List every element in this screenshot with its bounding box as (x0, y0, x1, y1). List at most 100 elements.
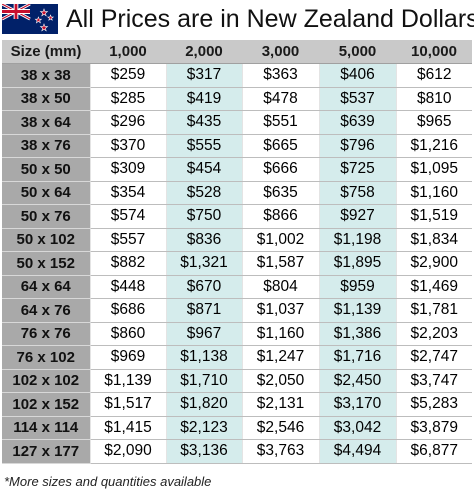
price-cell: $796 (318, 134, 396, 158)
footnote: *More sizes and quantities available (4, 474, 212, 489)
price-cell: $363 (241, 63, 319, 88)
price-cell: $3,747 (395, 369, 472, 393)
price-cell: $967 (165, 322, 242, 346)
size-label: 50 x 102 (2, 228, 90, 252)
page-title: All Prices are in New Zealand Dollars (66, 5, 474, 33)
price-cell: $2,747 (395, 345, 472, 370)
price-cell: $551 (241, 110, 319, 135)
table-row: 50 x 64 $354 $528 $635 $758 $1,160 (2, 181, 472, 205)
price-cell: $3,763 (241, 439, 319, 464)
price-cell: $285 (89, 87, 166, 111)
price-cell: $1,587 (241, 251, 319, 276)
price-cell: $969 (89, 345, 166, 370)
price-cell: $1,198 (318, 228, 396, 252)
price-cell: $528 (165, 181, 242, 205)
price-cell: $1,139 (89, 369, 166, 393)
price-cell: $448 (89, 275, 166, 299)
price-cell: $1,519 (395, 204, 472, 229)
price-cell: $1,781 (395, 298, 472, 323)
price-cell: $406 (318, 63, 396, 88)
price-cell: $1,002 (241, 228, 319, 252)
size-label: 127 x 177 (2, 439, 90, 464)
size-label: 38 x 64 (2, 110, 90, 135)
price-cell: $612 (395, 63, 472, 88)
price-cell: $2,203 (395, 322, 472, 346)
price-cell: $317 (165, 63, 242, 88)
price-cell: $836 (165, 228, 242, 252)
size-label: 102 x 102 (2, 369, 90, 393)
quantity-header: 1,000 (90, 40, 166, 64)
price-cell: $1,834 (395, 228, 472, 252)
price-cell: $2,900 (395, 251, 472, 276)
price-cell: $1,216 (395, 134, 472, 158)
price-cell: $3,170 (318, 392, 396, 417)
price-cell: $3,042 (318, 416, 396, 440)
price-cell: $1,710 (165, 369, 242, 393)
size-label: 76 x 102 (2, 345, 90, 370)
table-row: 38 x 64 $296 $435 $551 $639 $965 (2, 110, 472, 135)
price-cell: $2,546 (241, 416, 319, 440)
table-row: 64 x 64 $448 $670 $804 $959 $1,469 (2, 275, 472, 299)
price-cell: $537 (318, 87, 396, 111)
price-cell: $454 (165, 157, 242, 182)
price-cell: $1,415 (89, 416, 166, 440)
price-cell: $959 (318, 275, 396, 299)
price-cell: $296 (89, 110, 166, 135)
price-cell: $419 (165, 87, 242, 111)
price-cell: $665 (241, 134, 319, 158)
quantity-header: 5,000 (319, 40, 396, 64)
table-row: 38 x 76 $370 $555 $665 $796 $1,216 (2, 134, 472, 158)
price-cell: $1,517 (89, 392, 166, 417)
price-cell: $6,877 (395, 439, 472, 464)
price-cell: $725 (318, 157, 396, 182)
price-cell: $1,095 (395, 157, 472, 182)
size-label: 38 x 50 (2, 87, 90, 111)
table-row: 114 x 114 $1,415 $2,123 $2,546 $3,042 $3,879 (2, 416, 472, 440)
table-row: 38 x 38 $259 $317 $363 $406 $612 (2, 63, 472, 88)
table-row: 50 x 102 $557 $836 $1,002 $1,198 $1,834 (2, 228, 472, 252)
price-cell: $370 (89, 134, 166, 158)
size-label: 50 x 50 (2, 157, 90, 182)
price-cell: $354 (89, 181, 166, 205)
price-cell: $574 (89, 204, 166, 229)
price-cell: $2,090 (89, 439, 166, 464)
price-cell: $1,321 (165, 251, 242, 276)
price-cell: $1,386 (318, 322, 396, 346)
price-cell: $555 (165, 134, 242, 158)
price-cell: $871 (165, 298, 242, 323)
price-cell: $1,037 (241, 298, 319, 323)
size-column-header: Size (mm) (2, 40, 90, 64)
size-label: 38 x 76 (2, 134, 90, 158)
table-header-row: Size (mm) 1,000 2,000 3,000 5,000 10,000 (2, 40, 472, 64)
price-cell: $1,247 (241, 345, 319, 370)
table-row: 64 x 76 $686 $871 $1,037 $1,139 $1,781 (2, 298, 472, 323)
table-row: 127 x 177 $2,090 $3,136 $3,763 $4,494 $6,877 (2, 439, 472, 464)
price-cell: $635 (241, 181, 319, 205)
size-label: 50 x 76 (2, 204, 90, 229)
price-cell: $1,139 (318, 298, 396, 323)
price-table: Size (mm) 1,000 2,000 3,000 5,000 10,000… (2, 40, 472, 464)
table-row: 50 x 76 $574 $750 $866 $927 $1,519 (2, 204, 472, 229)
size-label: 50 x 64 (2, 181, 90, 205)
price-cell: $309 (89, 157, 166, 182)
page-header: All Prices are in New Zealand Dollars (0, 0, 474, 40)
price-cell: $4,494 (318, 439, 396, 464)
price-cell: $259 (89, 63, 166, 88)
price-cell: $750 (165, 204, 242, 229)
table-row: 102 x 102 $1,139 $1,710 $2,050 $2,450 $3,747 (2, 369, 472, 393)
size-label: 76 x 76 (2, 322, 90, 346)
price-cell: $666 (241, 157, 319, 182)
price-cell: $2,450 (318, 369, 396, 393)
price-cell: $866 (241, 204, 319, 229)
size-label: 50 x 152 (2, 251, 90, 276)
price-cell: $860 (89, 322, 166, 346)
price-cell: $758 (318, 181, 396, 205)
table-row: 102 x 152 $1,517 $1,820 $2,131 $3,170 $5,283 (2, 392, 472, 417)
price-cell: $965 (395, 110, 472, 135)
price-cell: $557 (89, 228, 166, 252)
size-label: 64 x 76 (2, 298, 90, 323)
size-label: 38 x 38 (2, 63, 90, 88)
price-cell: $686 (89, 298, 166, 323)
price-cell: $435 (165, 110, 242, 135)
price-cell: $3,879 (395, 416, 472, 440)
